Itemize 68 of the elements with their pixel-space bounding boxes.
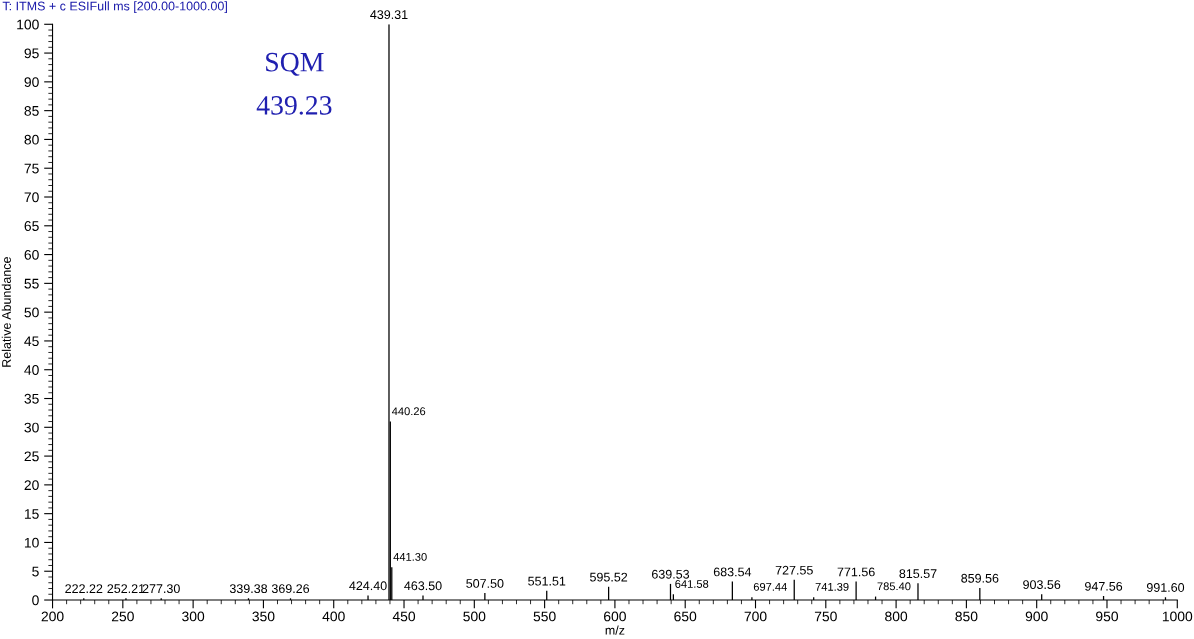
y-tick-label: 50	[24, 307, 39, 318]
annotation: SQM	[266, 52, 324, 76]
annotation: 440.26	[391, 407, 426, 416]
annotation: 947.56	[1085, 581, 1123, 591]
y-tick-label: 90	[24, 77, 39, 88]
y-tick-label: 85	[24, 105, 39, 116]
x-tick-label: 650	[674, 611, 697, 622]
x-tick-label: 200	[41, 611, 64, 622]
y-tick-label: 0	[32, 595, 39, 606]
annotation: 785.40	[877, 582, 911, 591]
y-tick-label: 35	[24, 393, 39, 404]
y-tick-label: 20	[24, 480, 39, 491]
annotation: 441.30	[393, 552, 427, 561]
annotation: 741.39	[815, 582, 849, 591]
y-tick-label: 45	[24, 336, 39, 347]
y-tick-label: 100	[17, 19, 39, 30]
x-tick-label: 250	[111, 611, 134, 622]
x-tick-label: 1000	[1162, 611, 1193, 622]
annotation: 683.54	[713, 567, 752, 577]
annotation: 641.58	[675, 580, 709, 588]
annotation: 439.23	[256, 96, 332, 115]
y-tick-label: 95	[24, 48, 39, 59]
annotation: 339.38	[229, 584, 268, 594]
x-tick-label: 750	[814, 611, 837, 622]
annotation: 815.57	[899, 569, 937, 579]
annotation: 369.26	[271, 584, 310, 594]
x-tick-label: 350	[252, 611, 275, 622]
annotation: 595.52	[590, 572, 628, 582]
y-axis-title: Relative Abundance	[1, 257, 11, 367]
x-axis-title: m/z	[605, 625, 625, 635]
x-tick-label: 550	[533, 611, 556, 622]
annotation: 771.56	[837, 567, 875, 577]
y-tick-label: 75	[24, 163, 39, 174]
y-tick-label: 60	[24, 249, 39, 260]
y-tick-label: 25	[24, 451, 39, 462]
annotation: 277.30	[142, 584, 180, 594]
x-tick-label: 300	[182, 611, 205, 622]
y-tick-label: 70	[24, 192, 39, 203]
annotation: 903.56	[1023, 580, 1061, 590]
x-tick-label: 900	[1025, 611, 1048, 622]
x-tick-label: 450	[392, 611, 416, 622]
chart-title: T: ITMS + c ESIFull ms [200.00-1000.00]	[2, 1, 227, 13]
x-tick-label: 500	[463, 611, 486, 622]
y-tick-label: 5	[32, 566, 39, 577]
annotation: 551.51	[528, 576, 566, 586]
x-tick-label: 700	[744, 611, 767, 622]
x-tick-label: 600	[604, 611, 626, 622]
x-tick-label: 400	[322, 611, 345, 622]
annotation: 991.60	[1146, 583, 1185, 592]
annotation: 463.50	[404, 581, 442, 591]
annotation: 727.55	[775, 565, 813, 575]
y-tick-label: 30	[24, 422, 39, 433]
annotation: 439.31	[370, 10, 408, 20]
y-tick-label: 55	[24, 278, 39, 289]
x-tick-label: 850	[955, 611, 978, 622]
annotation: 639.53	[652, 569, 690, 579]
annotation: 697.44	[753, 582, 787, 591]
annotation: 424.40	[349, 581, 387, 591]
y-tick-label: 10	[24, 537, 39, 548]
x-tick-label: 800	[885, 611, 908, 622]
x-tick-label: 950	[1096, 611, 1119, 622]
y-tick-label: 40	[24, 365, 39, 375]
annotation: 222.22	[65, 584, 103, 593]
y-tick-label: 15	[24, 509, 39, 519]
annotation: 507.50	[466, 579, 504, 588]
annotation: 859.56	[961, 573, 999, 583]
y-tick-label: 80	[24, 134, 39, 145]
y-tick-label: 65	[24, 221, 39, 231]
